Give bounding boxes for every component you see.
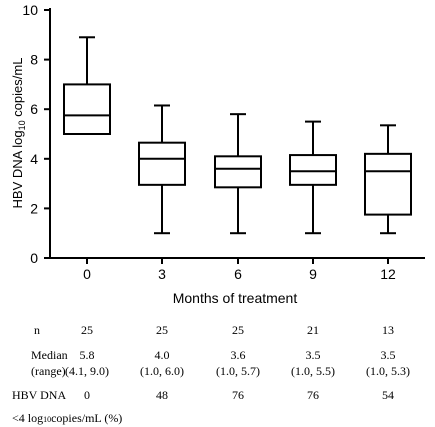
y-tick-label: 10	[22, 2, 38, 18]
n-value: 21	[307, 323, 319, 337]
median-label: Median	[31, 348, 68, 362]
hbv-value: 76	[307, 388, 319, 402]
range-value: (1.0, 5.7)	[216, 364, 260, 378]
range-value: (1.0, 5.5)	[291, 364, 335, 378]
x-tick-label: 6	[234, 266, 242, 282]
median-value: 3.5	[305, 348, 321, 362]
box-iqr	[63, 83, 111, 135]
y-axis-title: HBV DNA log10 copies/mL	[10, 58, 27, 209]
y-tick-label: 2	[30, 200, 38, 216]
hbv-value: 48	[156, 388, 168, 402]
hbv-value: 54	[382, 388, 394, 402]
x-tick-label: 12	[380, 266, 396, 282]
x-tick-label: 3	[158, 266, 166, 282]
median-value: 5.8	[79, 348, 95, 362]
range-label: (range)	[31, 364, 66, 378]
n-value: 13	[382, 323, 394, 337]
x-tick-label: 0	[83, 266, 91, 282]
n-value: 25	[232, 323, 244, 337]
box-plot-chart: 0 2 4 6 8 10 0 3 6 9 12 HBV DNA log10 copies/mL Mo…	[10, 2, 425, 306]
x-tick-label: 9	[309, 266, 317, 282]
y-tick-label: 0	[30, 250, 38, 266]
n-label: n	[34, 323, 40, 337]
range-value: (1.0, 6.0)	[140, 364, 184, 378]
summary-table: n 25 25 25 21 13 Median 5.8 4.0 3.6 3.5 …	[0, 312, 435, 427]
x-axis-title: Months of treatment	[173, 290, 298, 306]
hbv-value: 0	[84, 388, 90, 402]
hbv-label: HBV DNA	[12, 388, 67, 402]
median-value: 3.6	[230, 348, 246, 362]
box-iqr	[364, 152, 412, 216]
box-iqr	[138, 141, 186, 186]
n-value: 25	[156, 323, 168, 337]
n-value: 25	[81, 323, 93, 337]
y-tick-label: 8	[30, 52, 38, 68]
footnote: <4 log10copies/mL (%)	[12, 411, 123, 425]
y-tick-label: 4	[30, 151, 38, 167]
median-value: 4.0	[154, 348, 170, 362]
y-tick-label: 6	[30, 101, 38, 117]
hbv-value: 76	[232, 388, 244, 402]
box-iqr	[289, 154, 337, 186]
median-value: 3.5	[380, 348, 396, 362]
range-value: (1.0, 5.3)	[366, 364, 410, 378]
box-iqr	[214, 155, 262, 189]
range-value: (4.1, 9.0)	[65, 364, 109, 378]
